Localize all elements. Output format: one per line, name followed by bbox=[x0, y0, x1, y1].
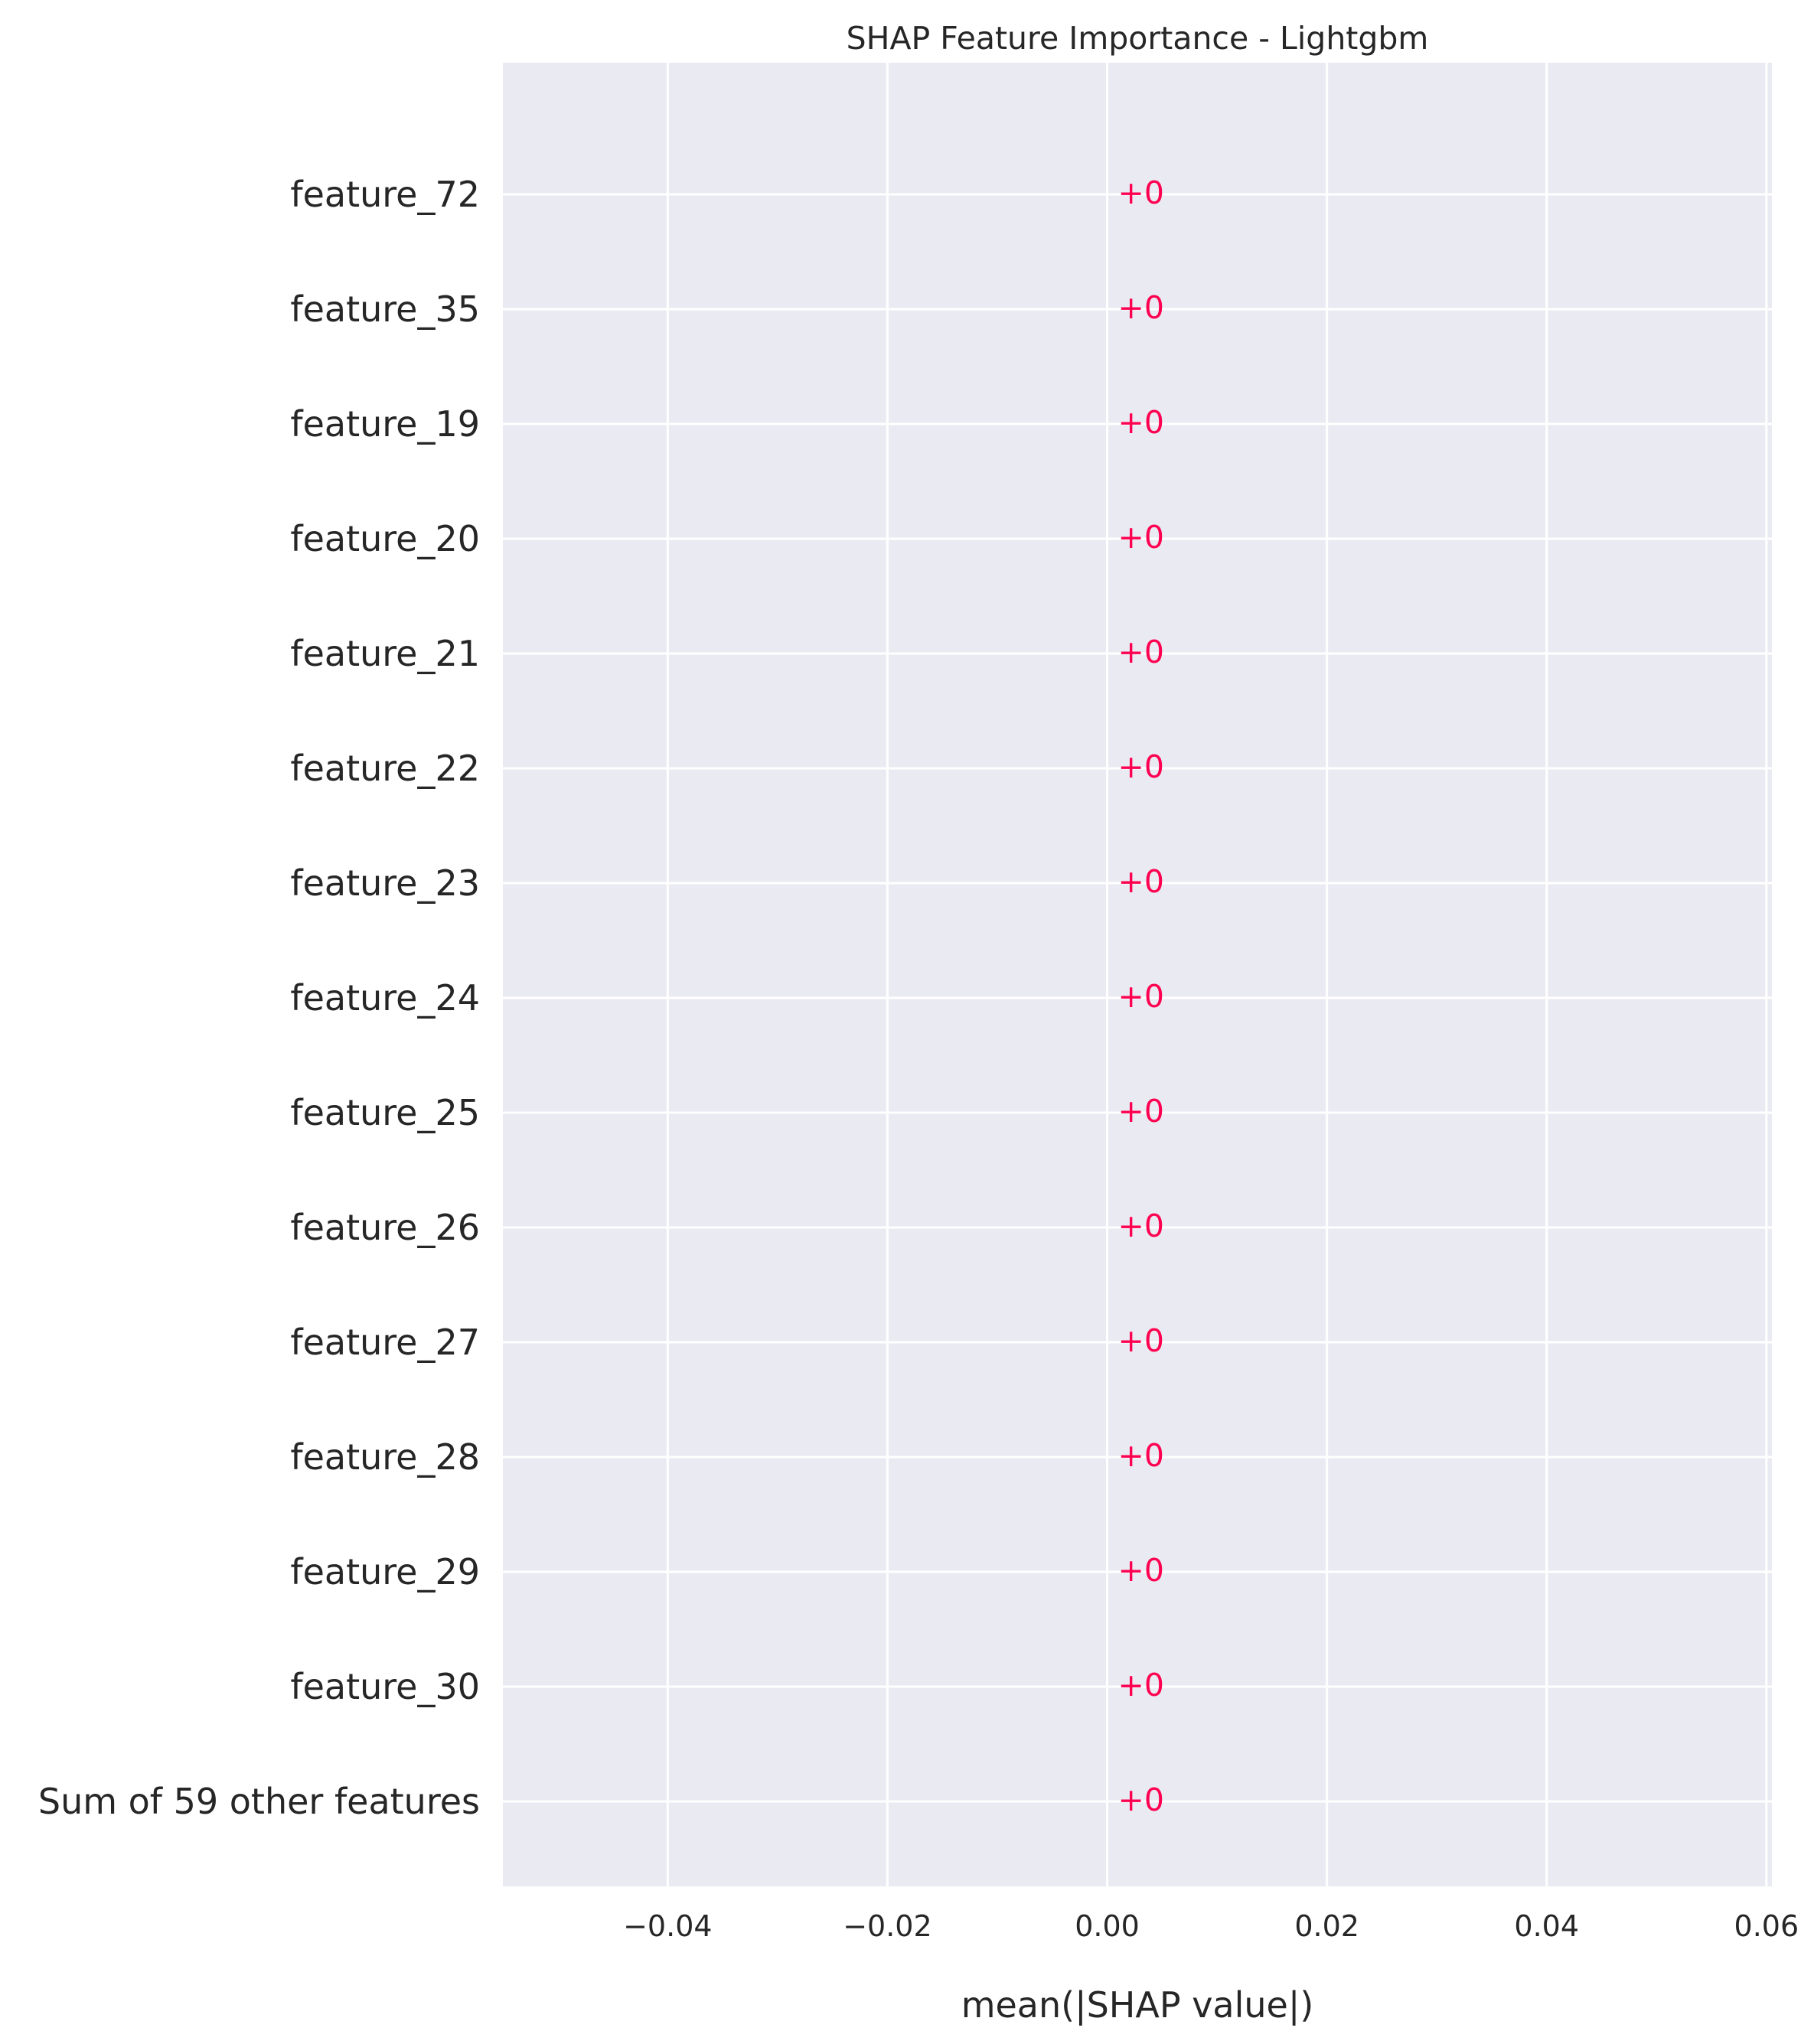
value-label: +0 bbox=[1118, 748, 1164, 785]
y-tick-label: feature_26 bbox=[290, 1207, 480, 1248]
value-labels: +0 +0 +0 +0 +0 +0 +0 +0 +0 +0 +0 +0 +0 +0 +0 bbox=[1118, 174, 1164, 1818]
value-label: +0 bbox=[1118, 404, 1164, 441]
y-tick-label: feature_29 bbox=[290, 1551, 480, 1592]
vertical-gridlines bbox=[666, 63, 1768, 1886]
x-tick-labels: −0.04 −0.02 0.00 0.02 0.04 0.06 bbox=[623, 1909, 1799, 1943]
y-tick-label: feature_25 bbox=[290, 1092, 480, 1133]
value-label: +0 bbox=[1118, 1208, 1164, 1244]
x-axis-label: mean(|SHAP value|) bbox=[961, 1984, 1314, 2026]
chart-title: SHAP Feature Importance - Lightgbm bbox=[847, 20, 1429, 57]
value-label: +0 bbox=[1118, 1552, 1164, 1589]
x-tick-label: 0.00 bbox=[1075, 1909, 1140, 1943]
value-label: +0 bbox=[1118, 1322, 1164, 1359]
value-label: +0 bbox=[1118, 174, 1164, 211]
x-tick-label: 0.06 bbox=[1734, 1909, 1799, 1943]
value-label: +0 bbox=[1118, 1782, 1164, 1818]
x-tick-label: 0.04 bbox=[1514, 1909, 1579, 1943]
x-tick-label: −0.04 bbox=[623, 1909, 712, 1943]
horizontal-gridlines bbox=[503, 193, 1772, 1803]
y-tick-label: feature_30 bbox=[290, 1666, 480, 1707]
y-tick-label: feature_72 bbox=[290, 174, 480, 215]
y-tick-label: feature_22 bbox=[290, 748, 480, 789]
value-label: +0 bbox=[1118, 863, 1164, 900]
y-tick-label: feature_24 bbox=[290, 977, 480, 1019]
x-tick-label: 0.02 bbox=[1294, 1909, 1359, 1943]
value-label: +0 bbox=[1118, 1667, 1164, 1703]
y-tick-labels: feature_72 feature_35 feature_19 feature_20… bbox=[38, 174, 480, 1822]
value-label: +0 bbox=[1118, 289, 1164, 326]
x-tick-label: −0.02 bbox=[843, 1909, 931, 1943]
value-label: +0 bbox=[1118, 1437, 1164, 1474]
y-tick-label: Sum of 59 other features bbox=[38, 1781, 480, 1822]
y-tick-label: feature_23 bbox=[290, 862, 480, 904]
y-tick-label: feature_19 bbox=[290, 403, 480, 445]
value-label: +0 bbox=[1118, 978, 1164, 1015]
plot-background bbox=[503, 63, 1772, 1886]
value-label: +0 bbox=[1118, 519, 1164, 556]
value-label: +0 bbox=[1118, 634, 1164, 670]
y-tick-label: feature_21 bbox=[290, 633, 480, 674]
y-tick-label: feature_35 bbox=[290, 289, 480, 330]
y-tick-label: feature_20 bbox=[290, 518, 480, 559]
y-tick-label: feature_27 bbox=[290, 1322, 480, 1363]
value-label: +0 bbox=[1118, 1093, 1164, 1130]
y-tick-label: feature_28 bbox=[290, 1436, 480, 1478]
